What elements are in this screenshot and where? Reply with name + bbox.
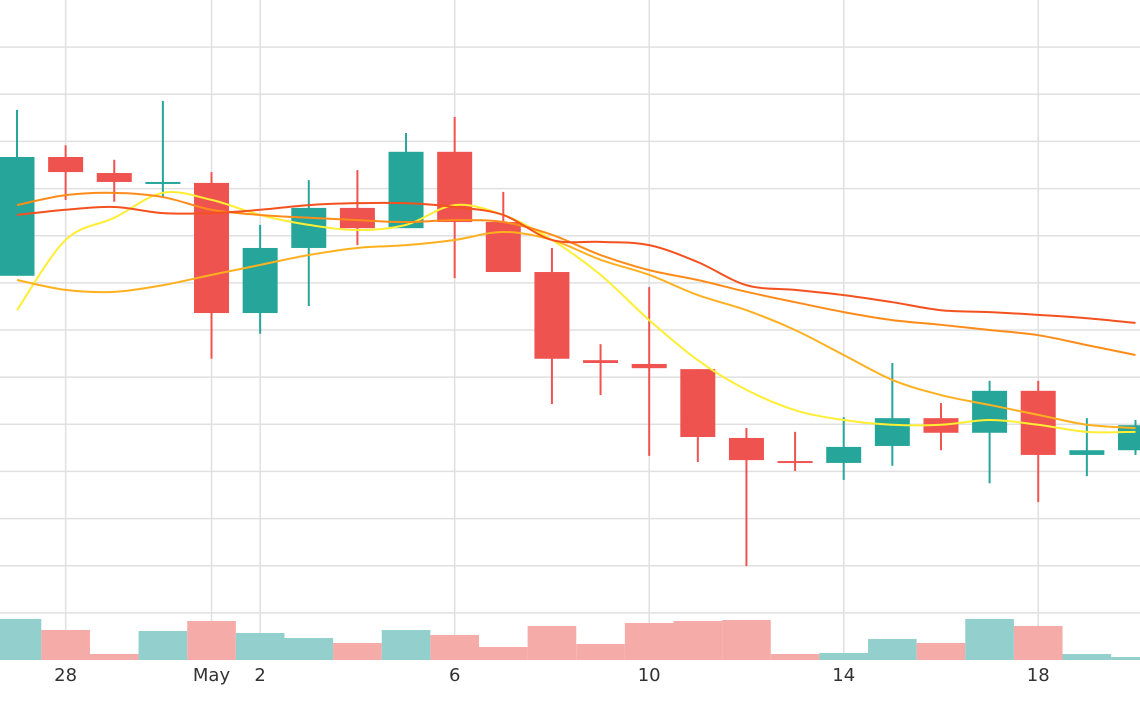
candle-body — [194, 182, 230, 314]
x-tick-label: 10 — [638, 665, 661, 686]
volume-bar — [624, 623, 674, 660]
volume-bar — [819, 653, 869, 660]
candle-body — [728, 437, 764, 461]
candle-body — [680, 369, 716, 438]
moving-average-line — [16, 230, 1136, 430]
volume-bar — [41, 630, 90, 660]
volume-bar — [1062, 654, 1112, 660]
moving-average-line — [16, 201, 1136, 324]
x-tick-label: 6 — [449, 665, 460, 686]
candle-body — [972, 390, 1008, 433]
volume-bar — [430, 635, 479, 660]
x-tick-label: 2 — [254, 665, 265, 686]
candle-body — [631, 363, 667, 369]
moving-average-line — [16, 191, 1136, 356]
candle-body — [777, 461, 813, 464]
volume-bar — [673, 621, 723, 660]
volume-bar — [381, 630, 431, 660]
candle-body — [145, 181, 181, 184]
x-tick-label: May — [193, 665, 231, 686]
volume-bar — [527, 626, 577, 660]
volume-bar — [916, 643, 966, 660]
volume-bar — [187, 621, 236, 660]
candle-body — [874, 418, 910, 446]
volume-bar — [0, 619, 42, 660]
candle-body — [485, 222, 521, 273]
candle-body — [826, 446, 862, 463]
volume-bar — [722, 620, 771, 660]
candle-body — [388, 151, 424, 229]
candle-body — [242, 247, 278, 314]
candle-body — [534, 272, 570, 359]
candle-body — [291, 207, 327, 248]
candle-body — [1069, 450, 1105, 455]
volume-bar — [89, 654, 139, 660]
volume-bar — [333, 643, 382, 660]
volume-bar — [478, 647, 528, 660]
moving-average-line — [16, 191, 1136, 434]
candle-body — [48, 156, 84, 173]
volume-bar — [576, 644, 625, 660]
candle-body — [583, 360, 619, 363]
x-tick-label: 14 — [832, 665, 855, 686]
volume-bar — [138, 631, 188, 660]
candle-body — [339, 207, 375, 229]
candle-body — [1117, 425, 1140, 451]
volume-bar — [868, 639, 917, 660]
volume-bar — [770, 654, 820, 660]
candle-body — [0, 156, 35, 276]
volume-bar — [284, 638, 334, 660]
candle-body — [96, 173, 132, 182]
x-tick-label: 18 — [1027, 665, 1050, 686]
volume-bar — [1013, 626, 1063, 660]
volume-bar — [235, 633, 285, 660]
volume-bar — [965, 619, 1014, 660]
x-tick-label: 28 — [54, 665, 77, 686]
volume-bar — [1111, 657, 1140, 660]
candle-body — [437, 151, 473, 223]
